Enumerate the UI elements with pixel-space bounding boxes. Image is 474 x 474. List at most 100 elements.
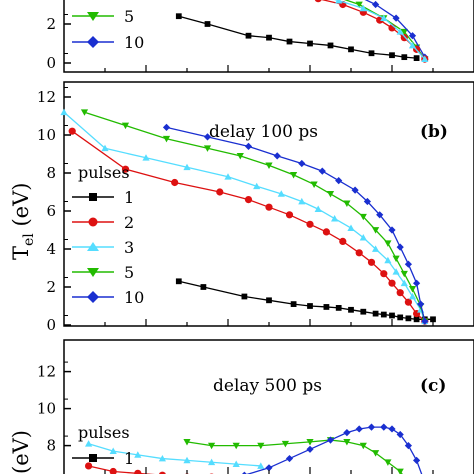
- point-1-2-14: [392, 268, 400, 275]
- panel-a-ticks: 02: [46, 14, 434, 72]
- point-1-1-11: [367, 258, 376, 266]
- point-2-4-6: [355, 425, 363, 433]
- point-1-0-0: [175, 278, 182, 285]
- point-1-1-9: [339, 237, 347, 245]
- panel-a-marks: [175, 0, 429, 63]
- legend-marker-3: [87, 242, 99, 251]
- point-1-1-7: [306, 220, 314, 228]
- legend-label-5b: 5: [124, 263, 134, 282]
- point-1-3-14: [400, 270, 408, 278]
- point-2-3-8: [359, 442, 367, 450]
- point-2-2-3: [158, 454, 166, 462]
- point-1-3-4: [236, 153, 244, 160]
- point-1-1-15: [404, 298, 412, 306]
- point-1-3-0: [80, 109, 89, 116]
- legend-marker-1: [89, 193, 97, 201]
- ytick-label-0-1: 2: [46, 15, 56, 33]
- point-1-2-16: [408, 292, 417, 300]
- point-1-1-10: [355, 249, 363, 257]
- point-2-3-3: [257, 442, 265, 450]
- panel-c-frame: [63, 339, 474, 474]
- series-line-0-0: [343, 0, 426, 60]
- legend-label-3: 3: [124, 238, 134, 257]
- point-1-3-13: [392, 255, 400, 263]
- point-1-2-3: [183, 163, 191, 171]
- legend-title: pulses: [78, 163, 130, 182]
- point-0-4-3: [266, 34, 272, 41]
- point-2-2-2: [134, 451, 142, 458]
- ytick-label-1-4: 8: [46, 164, 56, 182]
- point-1-0-17: [430, 316, 436, 323]
- point-1-1-13: [388, 279, 396, 287]
- y-axis-label-unit: (eV): [9, 183, 33, 234]
- point-1-1-12: [380, 270, 388, 278]
- point-1-0-3: [266, 297, 272, 304]
- point-1-2-15: [400, 279, 408, 287]
- point-1-4-9: [376, 211, 384, 219]
- point-0-0-3: [400, 28, 408, 36]
- point-2-3-11: [396, 468, 404, 474]
- y-axis-label-c: (eV): [9, 430, 33, 474]
- ytick-label-1-0: 0: [46, 316, 56, 334]
- point-0-1-3: [408, 32, 417, 40]
- point-2-1-3: [159, 471, 166, 474]
- point-0-3-2: [359, 4, 367, 12]
- point-0-4-11: [413, 55, 420, 62]
- panel-b-title: delay 100 ps: [209, 122, 318, 142]
- point-1-2-6: [277, 190, 285, 197]
- ytick-label-1-2: 4: [46, 240, 56, 258]
- point-2-3-7: [343, 439, 351, 446]
- point-1-3-12: [384, 240, 392, 247]
- point-2-4-0: [242, 471, 247, 474]
- point-1-1-2: [171, 178, 179, 187]
- point-0-1-1: [372, 0, 380, 9]
- point-1-4-10: [388, 226, 396, 234]
- legend-marker-2: [88, 217, 98, 227]
- point-0-3-5: [408, 41, 417, 49]
- point-0-1-2: [392, 14, 400, 22]
- point-1-2-8: [314, 205, 322, 212]
- ytick-label-1-6: 12: [37, 88, 56, 106]
- legend-label-5: 5: [124, 7, 134, 26]
- point-1-3-15: [408, 286, 417, 293]
- point-0-4-6: [327, 42, 334, 49]
- point-1-3-11: [372, 227, 380, 234]
- point-0-4-2: [245, 32, 252, 39]
- panel-b-tag: (b): [420, 122, 448, 142]
- point-1-4-6: [335, 177, 343, 185]
- ytick-label-1-3: 6: [46, 202, 56, 220]
- point-1-2-4: [224, 173, 232, 180]
- panel-c-legend: pulses 1: [72, 423, 134, 468]
- point-2-3-4: [281, 440, 289, 448]
- legend-marker-5: [87, 12, 99, 21]
- point-1-0-8: [348, 306, 354, 313]
- point-0-4-4: [286, 38, 293, 45]
- point-1-1-5: [265, 203, 273, 211]
- point-2-4-11: [404, 442, 412, 450]
- point-2-1-1: [109, 467, 117, 474]
- point-0-4-8: [368, 50, 375, 57]
- point-0-3-4: [396, 28, 404, 35]
- point-1-1-1: [121, 165, 130, 173]
- point-1-2-13: [384, 256, 392, 264]
- point-0-2-4: [376, 16, 384, 24]
- ytick-label-2-2: 10: [37, 400, 56, 418]
- point-1-0-1: [200, 284, 207, 290]
- point-0-4-10: [401, 54, 408, 61]
- y-axis-label-sub: el: [21, 233, 37, 246]
- point-2-2-0: [85, 440, 93, 447]
- point-0-4-1: [204, 21, 211, 27]
- point-2-2-7: [257, 462, 265, 469]
- ytick-label-2-1: 8: [46, 437, 56, 455]
- point-1-1-4: [244, 196, 253, 204]
- point-2-1-0: [85, 462, 93, 470]
- point-2-1-2: [134, 469, 142, 474]
- panel-a-legend: 5 10: [72, 7, 144, 52]
- point-1-2-11: [359, 234, 367, 241]
- panel-c-title: delay 500 ps: [213, 376, 322, 396]
- point-2-4-1: [265, 464, 273, 472]
- point-1-0-10: [372, 310, 379, 317]
- legend-label-10b: 10: [124, 288, 144, 307]
